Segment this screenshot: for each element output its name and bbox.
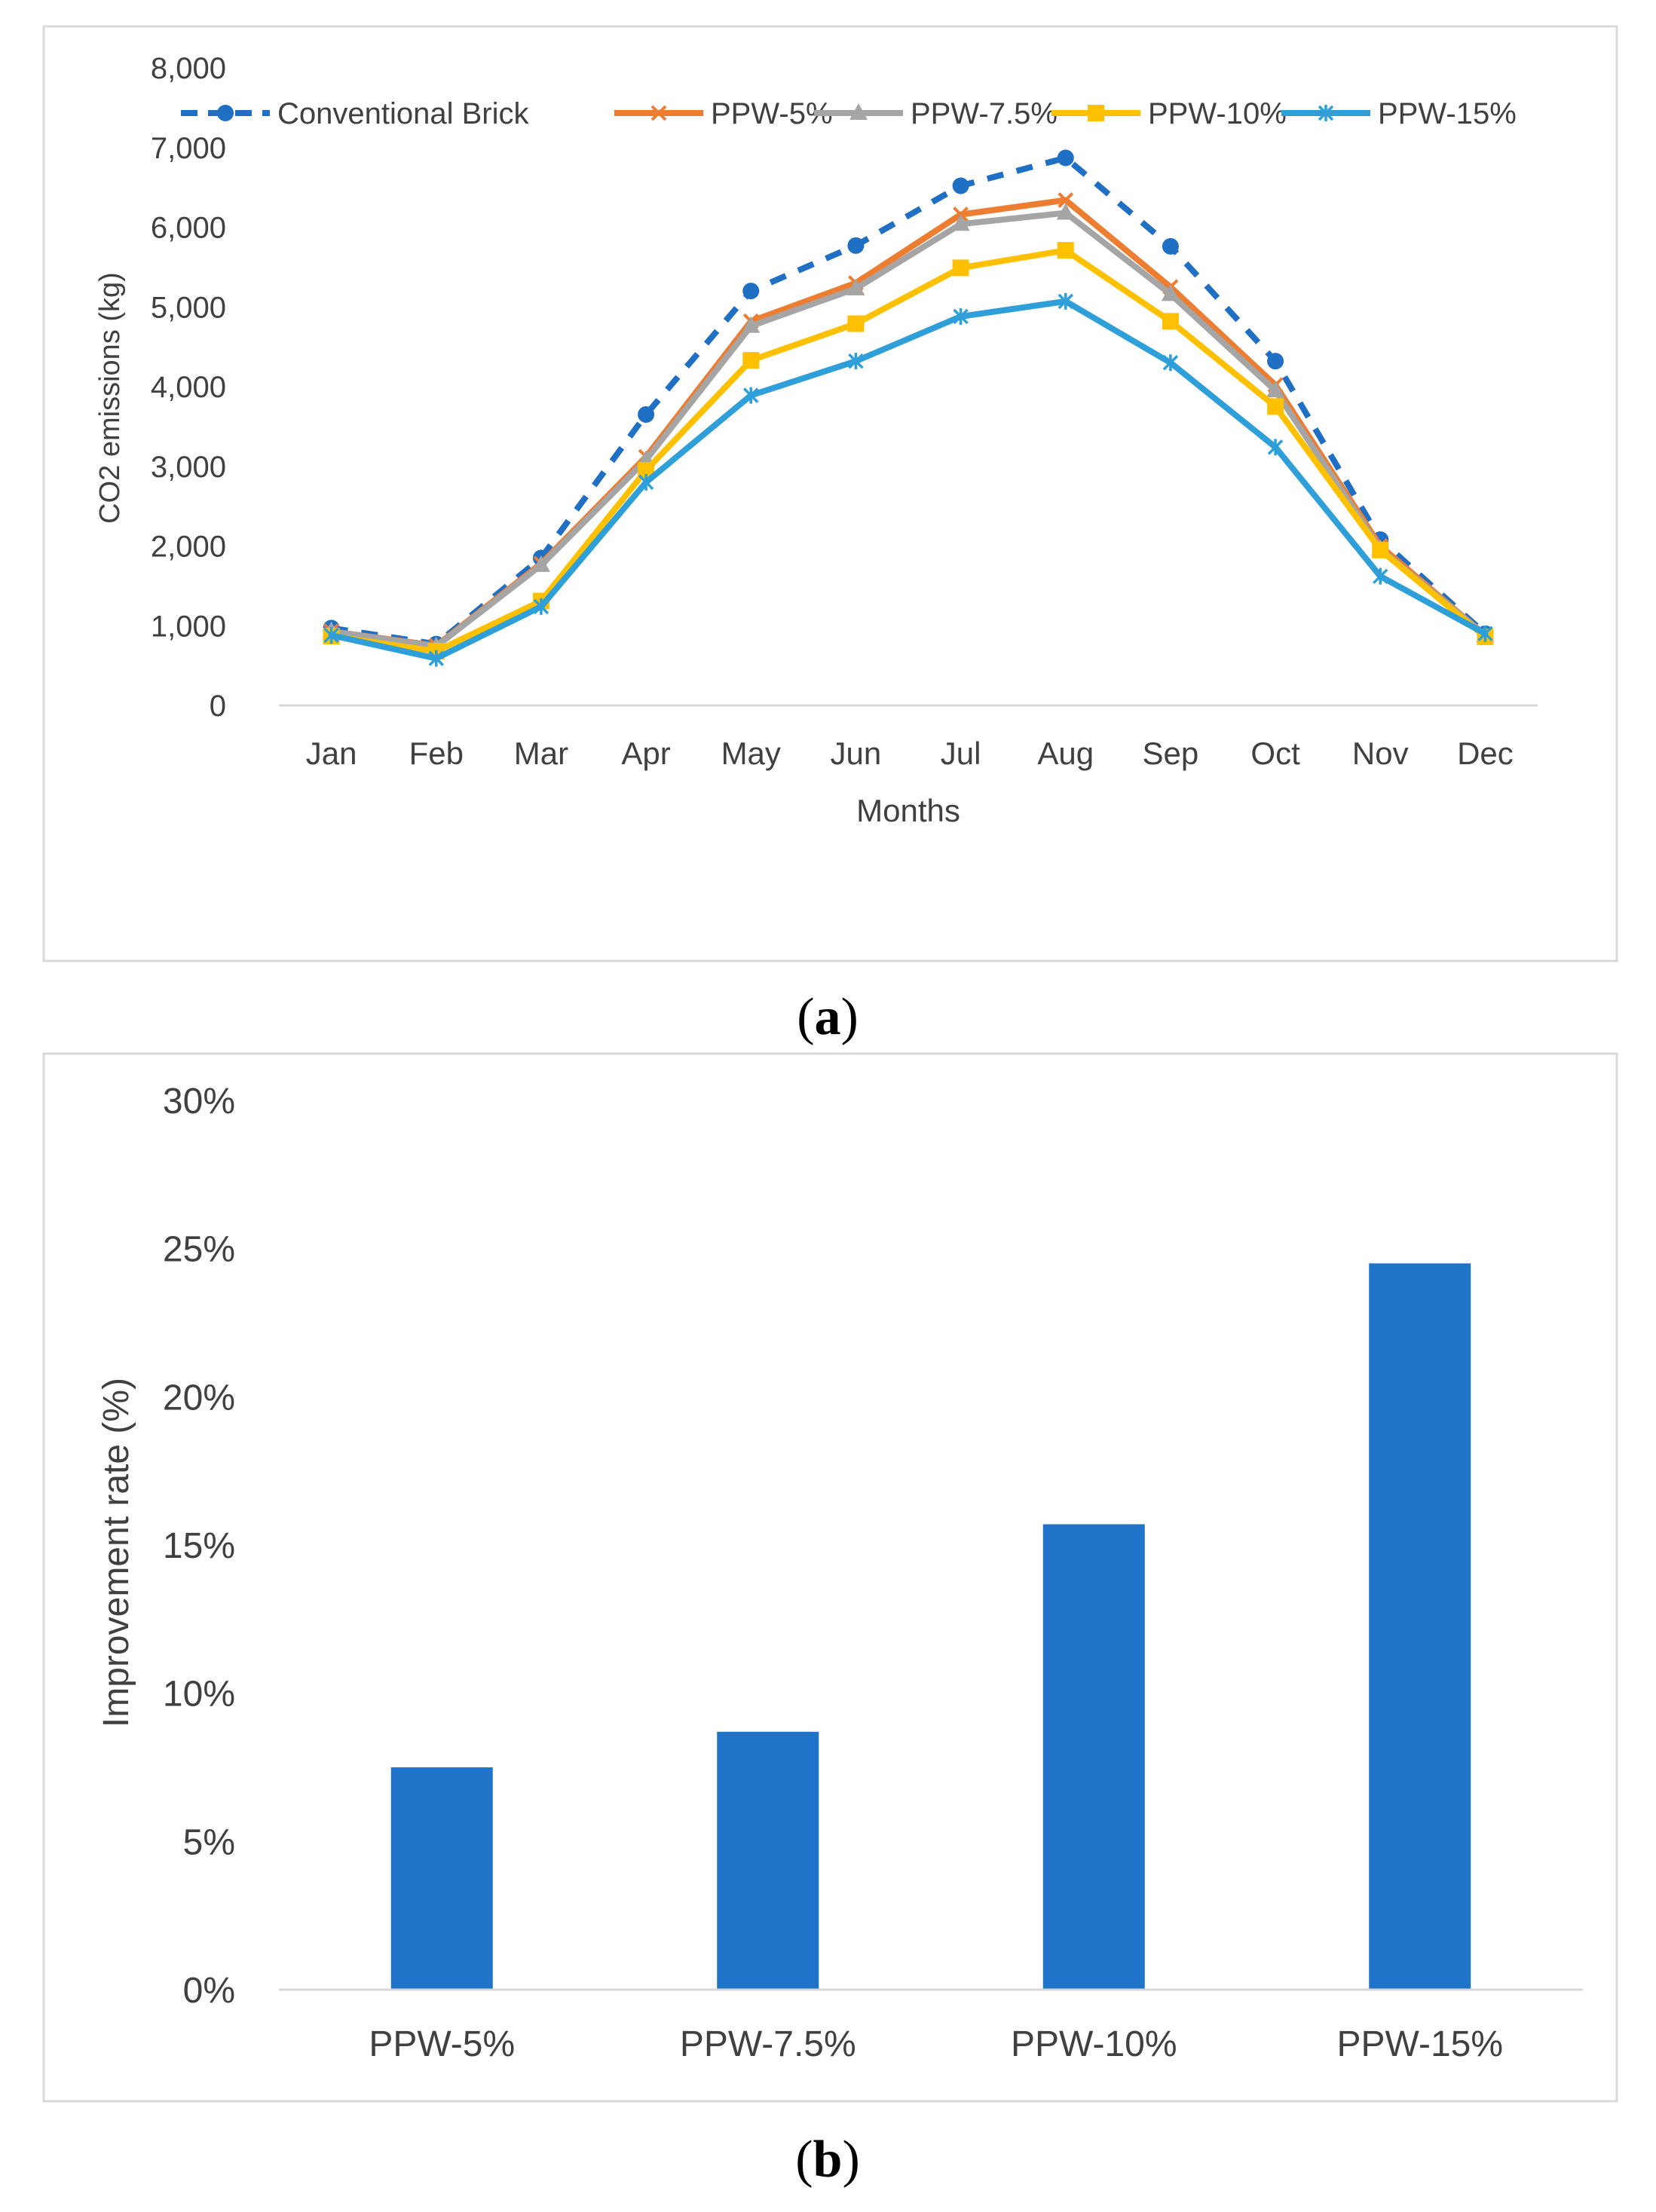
legend-marker bbox=[1088, 105, 1104, 121]
x-tick-label: Jan bbox=[306, 736, 357, 771]
data-point bbox=[638, 473, 654, 491]
data-point bbox=[953, 307, 969, 325]
y-tick-label: 8,000 bbox=[151, 52, 226, 85]
y-tick-label: 5% bbox=[183, 1822, 235, 1862]
data-point bbox=[1162, 237, 1179, 255]
y-tick-label: 7,000 bbox=[151, 132, 226, 165]
y-tick-label: 6,000 bbox=[151, 212, 226, 245]
data-point bbox=[323, 626, 339, 644]
legend-label: PPW-15% bbox=[1378, 97, 1517, 130]
y-axis-title: Improvement rate (%) bbox=[96, 1378, 136, 1727]
legend-label: PPW-10% bbox=[1148, 97, 1287, 130]
x-tick-label: Mar bbox=[514, 736, 568, 771]
legend-marker bbox=[1318, 105, 1334, 121]
data-point bbox=[638, 462, 655, 479]
data-point bbox=[1373, 568, 1388, 585]
data-point bbox=[1057, 242, 1074, 259]
data-point bbox=[848, 353, 864, 370]
y-tick-label: 3,000 bbox=[151, 451, 226, 484]
y-tick-label: 0 bbox=[210, 690, 226, 723]
x-tick-label: PPW-10% bbox=[1011, 2024, 1177, 2064]
y-tick-label: 5,000 bbox=[151, 291, 226, 324]
data-point bbox=[1162, 354, 1179, 372]
panel-a-caption: (a) bbox=[797, 988, 859, 1046]
data-point bbox=[1058, 292, 1073, 310]
data-point bbox=[1162, 313, 1179, 330]
series-line bbox=[328, 298, 1489, 662]
panel-b-caption: (b) bbox=[795, 2131, 860, 2189]
legend-marker bbox=[217, 105, 234, 121]
panel-a-frame bbox=[42, 25, 1618, 962]
y-tick-label: 0% bbox=[183, 1971, 235, 2011]
y-tick-label: 1,000 bbox=[151, 610, 226, 643]
data-point bbox=[428, 650, 444, 667]
legend-marker bbox=[849, 103, 868, 120]
x-tick-label: PPW-5% bbox=[369, 2024, 515, 2064]
data-point bbox=[1477, 625, 1493, 642]
x-tick-label: Jul bbox=[941, 736, 981, 771]
data-point bbox=[638, 406, 655, 424]
legend-label: Conventional Brick bbox=[277, 97, 529, 130]
bar-chart: 0% 5% 10% 15% 20% 25% 30% PPW-5% PPW-7.5% PPW-10%… bbox=[96, 1082, 1583, 2064]
data-point bbox=[1161, 284, 1180, 301]
data-point bbox=[1267, 439, 1284, 456]
data-point bbox=[742, 283, 760, 300]
legend-label: PPW-5% bbox=[711, 97, 833, 130]
y-tick-label: 25% bbox=[163, 1230, 235, 1270]
x-axis-title: Months bbox=[856, 793, 960, 828]
bar bbox=[1042, 1524, 1145, 1990]
data-point bbox=[952, 259, 969, 277]
y-tick-label: 10% bbox=[163, 1675, 235, 1715]
data-point bbox=[952, 177, 969, 194]
y-tick-label: 15% bbox=[163, 1526, 235, 1566]
series-line bbox=[330, 155, 1488, 647]
data-point bbox=[951, 214, 970, 231]
x-tick-label: PPW-15% bbox=[1336, 2024, 1503, 2064]
y-axis-title: CO2 emissions (kg) bbox=[94, 272, 126, 524]
line-chart: 0 1,000 2,000 3,000 4,000 5,000 6,000 7,000 8,00… bbox=[94, 52, 1538, 828]
x-tick-label: Apr bbox=[621, 736, 670, 771]
data-point bbox=[533, 598, 549, 615]
x-tick-label: Nov bbox=[1352, 736, 1409, 771]
x-tick-label: Jun bbox=[831, 736, 882, 771]
bar bbox=[717, 1731, 819, 1990]
y-tick-label: 4,000 bbox=[151, 371, 226, 404]
data-point bbox=[742, 352, 760, 369]
data-point bbox=[531, 555, 550, 572]
legend-marker bbox=[650, 105, 667, 121]
data-point bbox=[846, 278, 865, 295]
legend-label: PPW-7.5% bbox=[911, 97, 1058, 130]
bar bbox=[1369, 1263, 1471, 1990]
data-point bbox=[847, 237, 865, 254]
data-point bbox=[1372, 541, 1389, 558]
x-tick-label: Feb bbox=[409, 736, 464, 771]
y-tick-label: 30% bbox=[163, 1082, 235, 1121]
data-point bbox=[742, 316, 761, 333]
data-point bbox=[1266, 381, 1285, 398]
x-tick-label: May bbox=[721, 736, 781, 771]
panel-b-frame bbox=[42, 1052, 1618, 2103]
panel-b-letter: b bbox=[813, 2131, 843, 2189]
x-tick-label: Oct bbox=[1250, 736, 1300, 771]
x-tick-label: PPW-7.5% bbox=[680, 2024, 856, 2064]
bar bbox=[390, 1767, 493, 1990]
panel-a-letter: a bbox=[815, 988, 841, 1046]
data-point bbox=[1058, 192, 1074, 208]
data-point bbox=[847, 315, 865, 332]
data-point bbox=[1056, 203, 1075, 220]
x-tick-label: Aug bbox=[1037, 736, 1094, 771]
data-point bbox=[1057, 149, 1074, 167]
series-line bbox=[328, 210, 1489, 650]
data-point bbox=[1267, 353, 1284, 370]
series-line bbox=[328, 247, 1489, 655]
y-tick-label: 20% bbox=[163, 1378, 235, 1418]
x-tick-label: Dec bbox=[1457, 736, 1514, 771]
x-tick-label: Sep bbox=[1143, 736, 1199, 771]
data-point bbox=[1267, 398, 1284, 415]
y-tick-label: 2,000 bbox=[151, 531, 226, 564]
data-point bbox=[743, 387, 759, 404]
